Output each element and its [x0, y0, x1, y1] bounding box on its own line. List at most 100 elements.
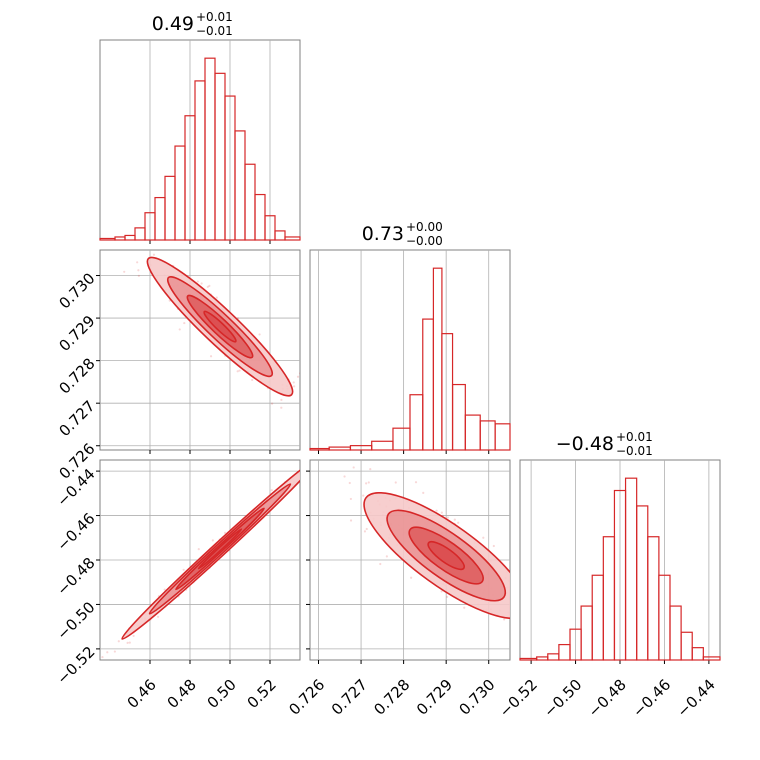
- contour-p1-p3-point-249: [332, 440, 334, 442]
- contour-p1-p2-point-148: [132, 247, 134, 249]
- hist-param-3-bar-11: [647, 536, 660, 661]
- contour-p2-p3-point-188: [369, 468, 372, 471]
- hist-param-1-title-median: 0.49: [152, 13, 194, 35]
- hist-param-1-bar-11: [214, 72, 226, 241]
- contour-p1-p3-xlabel-0: 0.46: [124, 676, 160, 712]
- contour-p2-p3-point-192: [352, 466, 355, 469]
- contour-p2-p3-point-202: [365, 527, 368, 531]
- contour-p1-p2-point-204: [296, 375, 300, 378]
- contour-p1-p3-point-14: [126, 641, 129, 644]
- hist-param-2-bar-7: [432, 267, 443, 451]
- contour-p1-p2-point-256: [206, 285, 209, 288]
- contour-p2-p3-point-61: [463, 606, 466, 609]
- contour-p1-p2-ylabel-1: 0.727: [55, 397, 98, 440]
- contour-p1-p3-ylabel-1: −0.50: [53, 598, 98, 643]
- contour-p2-p3-content: [343, 466, 557, 627]
- contour-p1-p2-ylabel-2: 0.728: [55, 354, 98, 397]
- contour-p2-p3-point-244: [503, 618, 506, 621]
- contour-p1-p3-point-184: [321, 451, 323, 453]
- contour-p2-p3-point-213: [349, 519, 353, 522]
- hist-param-1-bar-16: [264, 215, 276, 241]
- contour-p1-p3-point-28: [301, 467, 303, 469]
- hist-param-2-bar-3: [371, 440, 394, 451]
- contour-p1-p2-point-176: [299, 372, 300, 375]
- contour-p2-p3-point-200: [555, 624, 557, 626]
- contour-p1-p3-point-33: [117, 640, 120, 643]
- contour-p2-p3-point-130: [422, 491, 425, 495]
- contour-p2-p3-point-255: [526, 597, 528, 599]
- contour-p1-p3-xlabel-1: 0.48: [164, 676, 200, 712]
- contour-p2-p3-point-150: [385, 555, 388, 558]
- contour-p1-p2-point-30: [236, 370, 239, 373]
- contour-p1-p3-point-119: [132, 634, 135, 638]
- contour-p1-p3-content: [101, 440, 334, 659]
- contour-p2-p3-point-38: [542, 625, 544, 627]
- contour-p1-p3-point-22: [182, 568, 185, 571]
- contour-p1-p2-frame: [99, 249, 301, 451]
- contour-p2-p3-point-44: [524, 594, 526, 596]
- hist-param-2-bars: [309, 267, 511, 451]
- contour-p2-p3-point-115: [394, 481, 397, 484]
- contour-p2-p3-point-11: [435, 509, 438, 512]
- contour-p1-p3-ylabel-3: −0.46: [53, 509, 98, 554]
- contour-p1-p2-point-96: [292, 381, 295, 384]
- hist-param-2-bar-9: [451, 383, 466, 451]
- contour-p1-p2-point-244: [215, 296, 218, 299]
- hist-param-1-bar-15: [254, 193, 266, 241]
- contour-p1-p3-point-128: [197, 548, 200, 551]
- hist-param-1-bar-0: [99, 237, 116, 241]
- contour-p1-p2-point-129: [293, 385, 296, 388]
- hist-param-3-xlabel-2: −0.48: [585, 676, 630, 721]
- hist-param-3-bar-1: [536, 656, 549, 661]
- contour-p1-p2-point-62: [178, 328, 181, 331]
- contour-p2-p3-point-206: [511, 598, 513, 600]
- hist-param-3-xlabel-4: −0.44: [674, 676, 719, 721]
- contour-p1-p2-point-227: [258, 333, 261, 336]
- contour-p1-p3-point-155: [311, 463, 313, 465]
- contour-p1-p3-ylabel-2: −0.48: [53, 554, 98, 599]
- hist-param-2-bar-8: [441, 333, 454, 451]
- contour-p1-p2-point-21: [137, 269, 140, 272]
- hist-param-3-bar-9: [624, 477, 638, 661]
- contour-p2-p3-point-243: [522, 594, 524, 596]
- contour-p2-p3-point-173: [453, 518, 456, 521]
- contour-p1-p2-point-215: [137, 274, 140, 277]
- contour-p1-p2-ylabel-3: 0.729: [55, 312, 98, 355]
- hist-param-2: 0.73 +0.00−0.00: [309, 220, 511, 454]
- hist-param-1-bar-6: [164, 175, 176, 241]
- contour-p2-p3-point-121: [348, 481, 351, 485]
- hist-param-2-title-minus: −0.00: [406, 234, 443, 248]
- hist-param-1-bar-17: [274, 230, 286, 241]
- contour-p1-p3-contour-3: [197, 528, 243, 570]
- contour-p1-p2-point-29: [123, 270, 126, 273]
- hist-param-1-bars: [99, 57, 301, 241]
- hist-param-2-bar-1: [328, 446, 352, 451]
- hist-param-3-bar-6: [591, 574, 604, 661]
- contour-p2-p3-xlabel-1: 0.727: [328, 676, 371, 719]
- contour-p1-p3-point-62: [270, 489, 273, 492]
- contour-p1-p2-point-106: [280, 406, 283, 409]
- hist-param-1-bar-13: [234, 130, 246, 241]
- hist-param-3-bar-5: [580, 605, 593, 661]
- hist-param-3-bar-0: [519, 657, 538, 661]
- contour-p2-p3-point-215: [440, 511, 443, 514]
- contour-p2-p3-point-147: [457, 521, 460, 524]
- contour-p1-p3-point-9: [113, 650, 116, 653]
- hist-param-2-bar-6: [422, 318, 435, 451]
- hist-param-1-bar-1: [114, 236, 126, 241]
- contour-p1-p2-point-220: [209, 355, 213, 358]
- hist-param-3-bar-3: [558, 643, 571, 661]
- contour-p1-p2-point-86: [157, 250, 160, 251]
- contour-p1-p2-point-170: [136, 261, 139, 264]
- contour-p2-p3-point-111: [492, 544, 495, 548]
- hist-param-3-title-plus: +0.01: [616, 430, 653, 444]
- contour-p1-p3-point-202: [163, 588, 166, 591]
- hist-param-3-xlabel-0: −0.52: [496, 676, 541, 721]
- hist-param-3-bar-15: [691, 647, 704, 661]
- hist-param-1-bar-9: [194, 80, 206, 241]
- contour-p1-p2-ylabel-4: 0.730: [55, 269, 98, 312]
- contour-p2-p3-xlabel-4: 0.730: [456, 676, 499, 719]
- hist-param-3-bar-7: [602, 536, 616, 661]
- contour-p2-p3-point-46: [349, 497, 352, 501]
